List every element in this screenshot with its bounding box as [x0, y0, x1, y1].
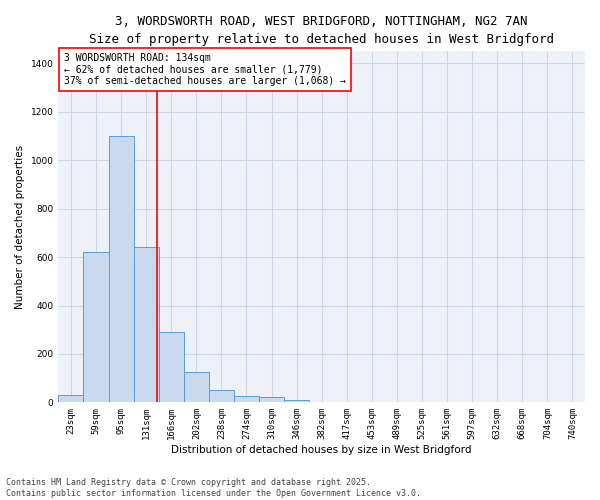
Bar [83, 252, 109, 402]
Bar [234, 396, 259, 402]
Bar [159, 332, 184, 402]
X-axis label: Distribution of detached houses by size in West Bridgford: Distribution of detached houses by size … [172, 445, 472, 455]
Title: 3, WORDSWORTH ROAD, WEST BRIDGFORD, NOTTINGHAM, NG2 7AN
Size of property relativ: 3, WORDSWORTH ROAD, WEST BRIDGFORD, NOTT… [89, 15, 554, 46]
Y-axis label: Number of detached properties: Number of detached properties [15, 145, 25, 309]
Text: 3 WORDSWORTH ROAD: 134sqm
← 62% of detached houses are smaller (1,779)
37% of se: 3 WORDSWORTH ROAD: 134sqm ← 62% of detac… [64, 53, 346, 86]
Bar [109, 136, 134, 402]
Bar [284, 400, 309, 402]
Bar [134, 248, 159, 402]
Text: Contains HM Land Registry data © Crown copyright and database right 2025.
Contai: Contains HM Land Registry data © Crown c… [6, 478, 421, 498]
Bar [184, 372, 209, 402]
Bar [58, 395, 83, 402]
Bar [209, 390, 234, 402]
Bar [259, 398, 284, 402]
